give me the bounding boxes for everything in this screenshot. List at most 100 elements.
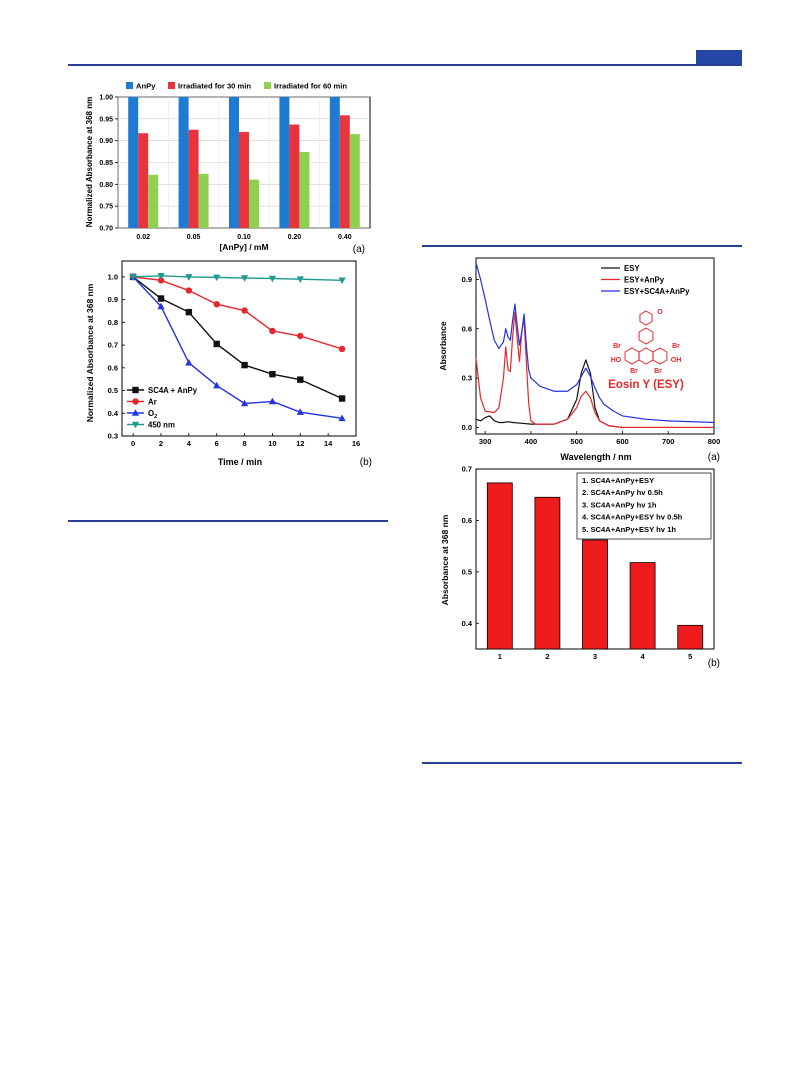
data-point bbox=[297, 376, 304, 383]
y-tick-label: 0.0 bbox=[462, 423, 472, 432]
data-point bbox=[240, 275, 249, 282]
x-tick-label: 4 bbox=[187, 439, 192, 448]
legend-label: ESY bbox=[624, 264, 640, 273]
x-tick-label: 0 bbox=[131, 439, 135, 448]
legend-marker bbox=[132, 398, 139, 405]
legend-entry: 3. SC4A+AnPy hv 1h bbox=[582, 500, 657, 509]
x-tick-label: 14 bbox=[324, 439, 333, 448]
atom-label: Br bbox=[654, 368, 662, 375]
legend-marker bbox=[132, 386, 139, 394]
bar bbox=[534, 496, 561, 650]
y-axis-label: Absorbance bbox=[438, 321, 448, 370]
x-tick-label: 0.20 bbox=[288, 234, 302, 241]
data-point bbox=[269, 327, 276, 335]
bar bbox=[289, 124, 300, 228]
atom-label: HO bbox=[611, 357, 622, 364]
data-point bbox=[338, 345, 346, 353]
legend-entry: 2. SC4A+AnPy hv 0.5h bbox=[582, 488, 663, 497]
bar bbox=[349, 134, 360, 228]
y-tick-label: 0.5 bbox=[108, 386, 118, 395]
legend-marker bbox=[131, 409, 140, 416]
atom-label: Br bbox=[672, 343, 680, 350]
x-tick-label: 600 bbox=[616, 437, 629, 446]
data-point bbox=[338, 414, 346, 422]
legend-label: Ar bbox=[148, 397, 157, 406]
data-point bbox=[268, 275, 277, 283]
legend-entry: 5. SC4A+AnPy+ESY hv 1h bbox=[582, 525, 676, 534]
legend-box bbox=[576, 472, 712, 540]
chart-b-left: 0 2 4 6 8 10 12 14 16 0.3 0.4 0.5 0.6 0.7 0.8 0.9 1.0 SC… bbox=[85, 260, 372, 468]
data-point bbox=[129, 274, 137, 281]
data-point bbox=[157, 277, 165, 284]
bar bbox=[148, 174, 159, 228]
y-tick-label: 0.3 bbox=[108, 432, 118, 441]
bar bbox=[329, 97, 340, 228]
legend-entry: 1. SC4A+AnPy+ESY bbox=[582, 476, 654, 485]
data-point bbox=[185, 359, 193, 366]
atom-label: OH bbox=[671, 357, 682, 364]
data-point bbox=[213, 300, 220, 308]
x-tick-label: 700 bbox=[662, 437, 675, 446]
data-point bbox=[241, 307, 248, 314]
data-point bbox=[269, 370, 276, 378]
ring bbox=[638, 327, 654, 345]
data-point bbox=[157, 302, 165, 310]
data-point bbox=[297, 332, 304, 340]
legend: AnPy Irradiated for 30 min Irradiated for … bbox=[126, 82, 347, 91]
data-point bbox=[185, 308, 193, 316]
bar bbox=[188, 129, 199, 228]
y-tick-label: 0.9 bbox=[462, 275, 472, 284]
y-tick-label: 0.5 bbox=[462, 567, 472, 576]
plot-frame bbox=[121, 260, 357, 437]
legend-label-subscript: 2 bbox=[154, 414, 157, 420]
data-point bbox=[213, 274, 221, 282]
y-tick-label: 1.0 bbox=[108, 273, 118, 282]
legend-label: SC4A + AnPy bbox=[148, 386, 198, 395]
data-point bbox=[296, 276, 304, 283]
bar bbox=[198, 173, 209, 228]
y-tick-label: 0.6 bbox=[108, 363, 118, 372]
spectrum-line bbox=[475, 311, 714, 429]
panel-label: (b) bbox=[360, 457, 372, 468]
x-tick-label: 2 bbox=[159, 439, 163, 448]
legend-label: Irradiated for 60 min bbox=[274, 82, 347, 91]
y-tick-label: 0.4 bbox=[108, 409, 119, 418]
series-line bbox=[133, 275, 343, 282]
data-point bbox=[338, 395, 346, 402]
legend-label: O2 bbox=[148, 409, 157, 420]
y-tick-label: 0.7 bbox=[108, 341, 118, 350]
eosin-y-structure: Br Br Br Br HO OH O Eosin Y (ESY) bbox=[608, 309, 684, 391]
series-line bbox=[132, 276, 343, 419]
x-tick-label: 16 bbox=[352, 439, 360, 448]
legend: 1. SC4A+AnPy+ESY 2. SC4A+AnPy hv 0.5h 3. S… bbox=[576, 472, 712, 540]
x-tick-label: 1 bbox=[498, 652, 502, 661]
y-tick-label: 0.9 bbox=[108, 295, 118, 304]
legend-label: 450 nm bbox=[148, 420, 175, 429]
bar bbox=[339, 115, 350, 228]
chart-a-left: 0.70 0.75 0.80 0.85 0.90 0.95 1.00 0.02 0.05 0.1… bbox=[85, 82, 371, 254]
x-tick-label: 0.02 bbox=[136, 234, 150, 241]
y-tick-label: 0.70 bbox=[99, 226, 113, 233]
legend-swatch bbox=[168, 82, 175, 89]
x-tick-label: 0.40 bbox=[338, 234, 352, 241]
data-point bbox=[268, 397, 277, 405]
legend-label: Irradiated for 30 min bbox=[178, 82, 251, 91]
x-axis-label: Time / min bbox=[218, 457, 262, 467]
y-tick-label: 0.75 bbox=[99, 204, 113, 211]
data-point bbox=[157, 295, 165, 302]
data-point bbox=[185, 274, 193, 281]
legend-swatch bbox=[126, 82, 133, 89]
x-tick-label: 4 bbox=[641, 652, 646, 661]
y-axis-label: Normalized Absorbance at 368 nm bbox=[85, 97, 94, 227]
bar bbox=[279, 97, 290, 228]
bar bbox=[629, 562, 656, 650]
y-tick-label: 0.6 bbox=[462, 516, 472, 525]
atom-label: Br bbox=[630, 368, 638, 375]
bar bbox=[486, 482, 513, 650]
y-axis-label: Absorbance at 368 nm bbox=[440, 514, 450, 605]
legend-entry: 4. SC4A+AnPy+ESY hv 0.5h bbox=[582, 513, 683, 522]
chart-b-right: 0.4 0.5 0.6 0.7 1 2 3 4 5 1. SC4A+AnPy+ESY 2. SC4… bbox=[440, 465, 720, 669]
y-tick-label: 0.3 bbox=[462, 374, 472, 383]
ring bbox=[652, 347, 668, 365]
